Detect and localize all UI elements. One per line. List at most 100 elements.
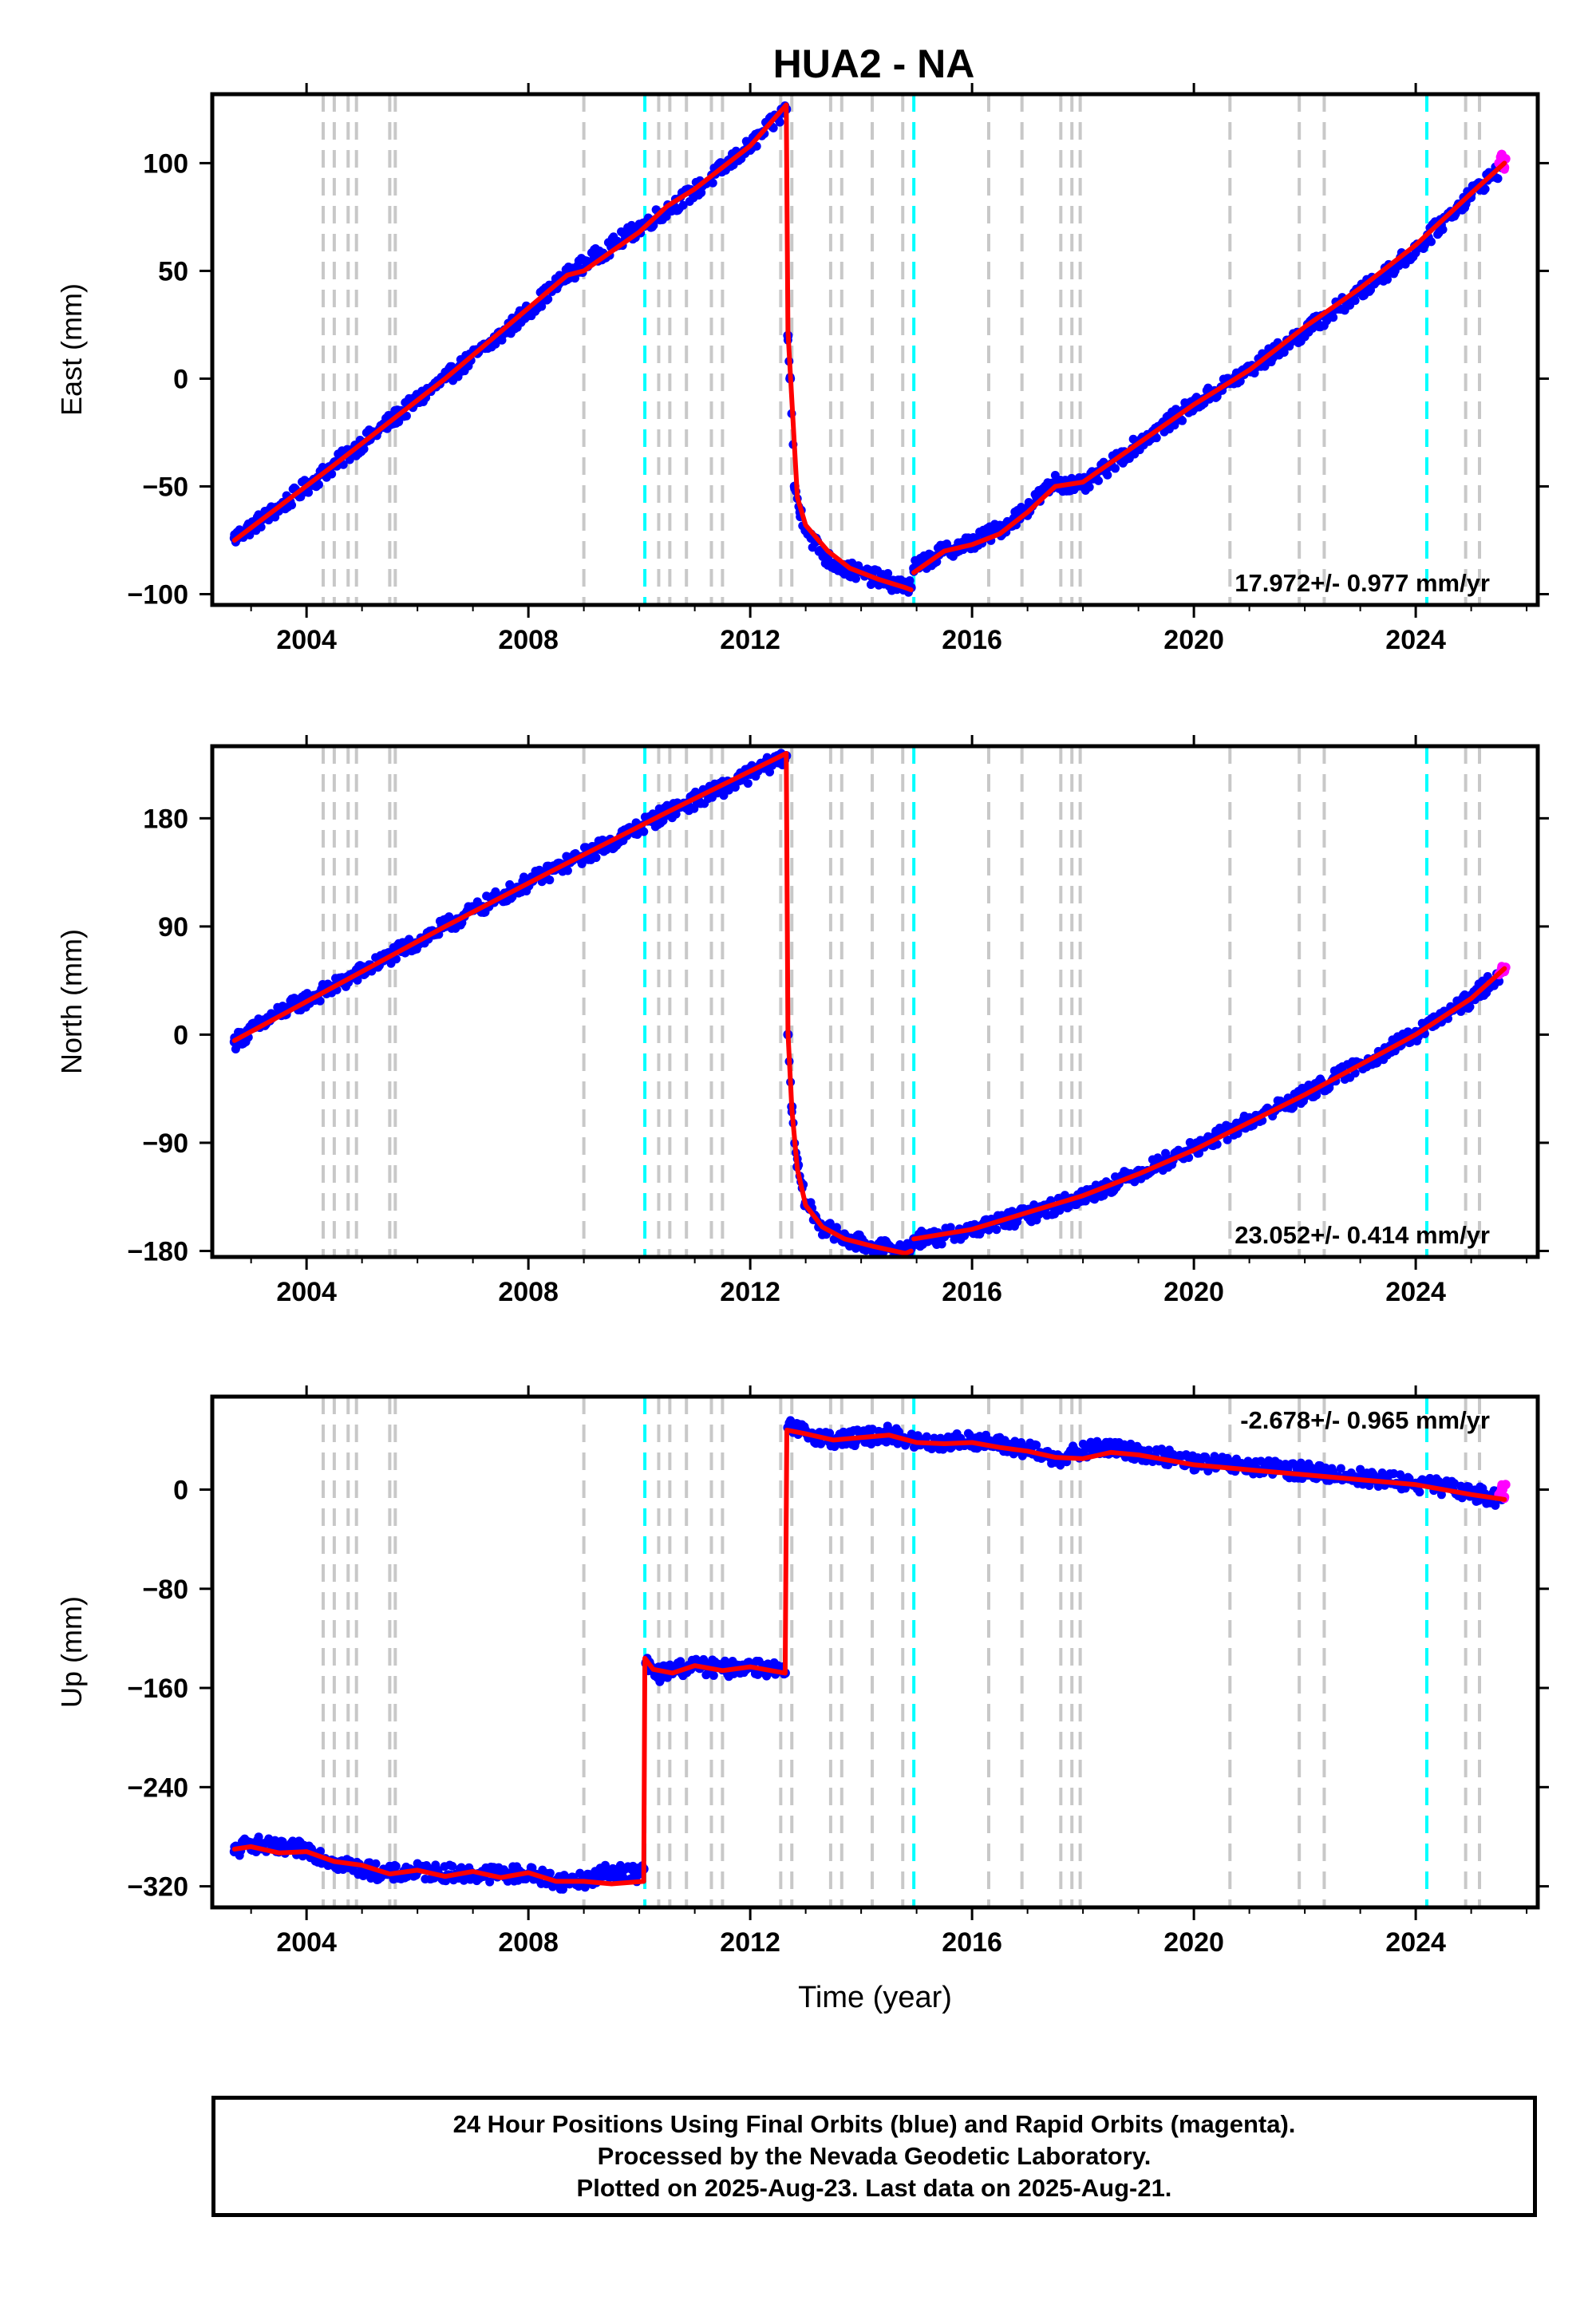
scatter-dot <box>537 302 547 311</box>
model-line <box>911 160 1507 575</box>
y-tick-label: −180 <box>127 1236 188 1267</box>
scatter-dot <box>314 480 324 489</box>
scatter-dot <box>768 123 778 132</box>
scatter-dot <box>327 469 337 479</box>
panel-north: 2004 2008 2012 2016 2020 2024 −180 −90 0 90 180 Nor… <box>55 735 1549 1307</box>
x-tick-label: 2004 <box>276 1277 337 1307</box>
scatter-dot <box>1499 1485 1508 1495</box>
scatter-dot <box>304 488 314 497</box>
model-line <box>641 1655 788 1884</box>
y-axis-label: East (mm) <box>55 283 88 416</box>
footer-line-2: Processed by the Nevada Geodetic Laborat… <box>597 2142 1152 2170</box>
y-axis-label: North (mm) <box>55 929 88 1074</box>
model-line <box>784 751 914 1256</box>
x-tick-label: 2020 <box>1163 625 1224 655</box>
panels: 2004 2008 2012 2016 2020 2024 −100 −50 0 50 100 Eas… <box>55 83 1549 2014</box>
scatter-dot <box>1383 275 1393 284</box>
scatter-dot <box>1321 1463 1330 1472</box>
plot-frame <box>210 1394 1540 1910</box>
scatter-dot <box>1329 313 1338 322</box>
y-tick-label: 0 <box>173 1020 188 1050</box>
scatter-dot <box>905 575 915 585</box>
scatter-dot <box>708 178 717 188</box>
model-line <box>231 102 789 543</box>
footer-line-3: Plotted on 2025-Aug-23. Last data on 202… <box>576 2174 1172 2202</box>
scatter-dot <box>743 779 753 788</box>
scatter-dot <box>1493 174 1503 184</box>
scatter-dot <box>1373 1482 1383 1492</box>
scatter-dot <box>359 445 369 454</box>
model-line <box>231 751 789 1043</box>
y-tick-label: 50 <box>158 256 188 287</box>
scatter-dot <box>1336 1464 1345 1473</box>
scatter-dot <box>1312 1090 1321 1100</box>
scatter-dot <box>1223 1135 1232 1144</box>
x-axis-label: Time (year) <box>798 1981 952 2014</box>
scatter-dot <box>1279 347 1289 357</box>
scatter-dot <box>371 1859 381 1868</box>
scatter-dot <box>558 1884 567 1894</box>
x-tick-label: 2016 <box>942 1277 1002 1307</box>
scatter-dot <box>1465 1002 1475 1011</box>
plot-background <box>212 94 1538 605</box>
x-tick-label: 2016 <box>942 625 1002 655</box>
scatter-dot <box>992 1225 1001 1235</box>
footer-line-1: 24 Hour Positions Using Final Orbits (bl… <box>452 2110 1296 2138</box>
scatter-dot <box>1480 184 1490 194</box>
scatter-dot <box>1389 1468 1399 1478</box>
scatter-dot <box>287 500 297 510</box>
y-tick-label: −100 <box>127 579 188 610</box>
scatter-dot <box>543 294 553 304</box>
scatter-dot <box>1415 1488 1424 1497</box>
scatter-dot <box>1438 225 1448 235</box>
scatter-dot <box>519 872 528 882</box>
scatter-dot <box>1152 433 1161 443</box>
model-line <box>782 1427 1507 1676</box>
scatter-dot <box>1356 1464 1365 1474</box>
scatter-dot <box>765 767 775 777</box>
rate-label: 23.052+/- 0.414 mm/yr <box>1235 1221 1490 1249</box>
scatter-dot <box>1365 1481 1374 1491</box>
scatter-dot <box>1495 977 1504 986</box>
plot-frame <box>210 92 1540 607</box>
y-tick-label: −90 <box>142 1128 188 1159</box>
x-tick-label: 2008 <box>498 625 559 655</box>
x-tick-label: 2024 <box>1385 625 1446 655</box>
scatter-dot <box>1426 237 1436 247</box>
x-tick-label: 2012 <box>720 1927 780 1958</box>
scatter-dot <box>937 1239 946 1249</box>
x-tick-label: 2004 <box>276 625 337 655</box>
scatter-dot <box>315 996 325 1006</box>
scatter-dot <box>1007 1207 1017 1216</box>
scatter-dot <box>922 1432 931 1441</box>
y-tick-label: −320 <box>127 1872 188 1903</box>
x-tick-label: 2020 <box>1163 1927 1224 1958</box>
plot-area <box>229 1397 1511 1907</box>
scatter-dot <box>254 1832 263 1842</box>
x-tick-label: 2008 <box>498 1927 559 1958</box>
scatter-dot <box>671 809 681 819</box>
scatter-dot <box>577 859 587 868</box>
scatter-dot <box>1103 470 1112 480</box>
scatter-dot <box>563 866 572 875</box>
model-line <box>231 1844 646 1887</box>
scatter-dot <box>1499 154 1508 164</box>
panel-up: 2004 2008 2012 2016 2020 2024 −320 −240 −160 −80 0… <box>55 1385 1549 2014</box>
scatter-dot <box>1084 482 1094 492</box>
scatter-dot <box>591 853 601 863</box>
x-tick-label: 2012 <box>720 1277 780 1307</box>
scatter-dot <box>626 220 636 230</box>
scatter-dot <box>401 411 411 421</box>
scatter-dot <box>1491 1500 1500 1510</box>
scatter-dot <box>491 339 500 349</box>
y-tick-label: −80 <box>142 1575 188 1605</box>
scatter-dot <box>709 1670 718 1680</box>
x-tick-label: 2016 <box>942 1927 1002 1958</box>
scatter-dot <box>1436 1490 1446 1500</box>
rate-label: -2.678+/- 0.965 mm/yr <box>1240 1406 1490 1434</box>
y-tick-label: 100 <box>143 148 188 179</box>
plot-area <box>229 94 1511 605</box>
chart-title: HUA2 - NA <box>773 41 975 86</box>
y-axis-label: Up (mm) <box>55 1596 88 1708</box>
